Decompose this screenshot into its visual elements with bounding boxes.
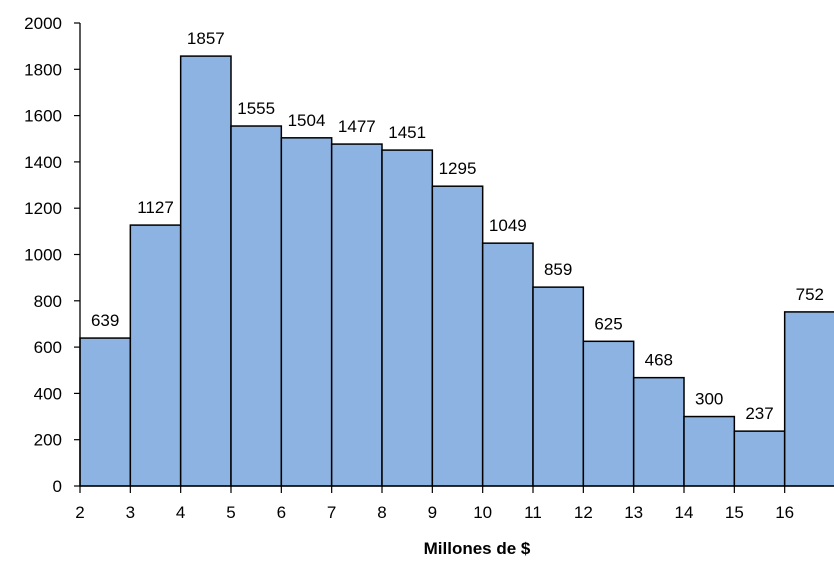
y-tick-label: 1000 (24, 246, 62, 265)
x-axis-title: Millones de $ (424, 539, 531, 558)
x-tick-label: 15 (725, 503, 744, 522)
y-tick-label: 1600 (24, 107, 62, 126)
bar-value-label: 639 (91, 311, 119, 330)
histogram-bar (733, 430, 786, 487)
histogram-bar (632, 376, 685, 487)
bar-value-label: 1504 (288, 111, 326, 130)
histogram-bar (683, 415, 736, 487)
y-tick-label: 1800 (24, 60, 62, 79)
histogram-bar (783, 311, 834, 487)
y-tick-label: 2000 (24, 14, 62, 33)
histogram-bar (582, 340, 635, 487)
x-tick-label: 13 (624, 503, 643, 522)
bar-value-label: 468 (645, 351, 673, 370)
x-tick-label: 11 (524, 503, 542, 522)
histogram-bar (330, 143, 383, 487)
bar-value-label: 300 (695, 390, 723, 409)
y-tick-label: 1400 (24, 153, 62, 172)
histogram-bar (79, 337, 132, 487)
bar-value-label: 1857 (187, 29, 225, 48)
bar-value-label: 625 (594, 314, 622, 333)
bar-value-label: 1555 (237, 99, 275, 118)
histogram-bar (381, 149, 434, 487)
x-tick-label: 8 (377, 503, 386, 522)
histogram-bar (481, 242, 534, 487)
bar-value-label: 237 (745, 404, 773, 423)
x-tick-label: 2 (75, 503, 84, 522)
x-tick-label: 9 (428, 503, 437, 522)
x-tick-label: 5 (226, 503, 235, 522)
histogram-bar (230, 125, 283, 487)
axes-layer: 0 200 400 600 800 1000 1200 1400 1600 1800 2000 2 3 4… (24, 14, 834, 522)
bar-value-label: 1127 (137, 198, 174, 217)
histogram-bar (129, 224, 182, 487)
x-tick-label: 4 (176, 503, 185, 522)
x-tick-label: 12 (574, 503, 593, 522)
bar-value-label: 752 (796, 285, 824, 304)
bar-value-label: 1451 (388, 123, 426, 142)
x-tick-label: 7 (327, 503, 336, 522)
histogram-bar (431, 185, 484, 487)
y-tick-label: 800 (34, 292, 62, 311)
y-tick-label: 600 (34, 338, 62, 357)
y-tick-label: 200 (34, 431, 62, 450)
bar-value-label: 859 (544, 260, 572, 279)
histogram-bar (179, 55, 232, 487)
bar-value-label: 1295 (439, 159, 477, 178)
histogram-bar (280, 137, 333, 487)
x-tick-label: 6 (277, 503, 286, 522)
histogram-bar (532, 286, 585, 487)
y-tick-label: 0 (53, 477, 62, 496)
y-tick-label: 1200 (24, 199, 62, 218)
x-tick-label: 16 (775, 503, 794, 522)
x-tick-label: 10 (473, 503, 492, 522)
data-labels-layer: 639 1127 1857 1555 1504 1477 1451 1295 1049 859 62… (91, 29, 824, 423)
bars-layer (79, 55, 834, 487)
x-tick-label: 3 (126, 503, 135, 522)
x-tick-label: 14 (675, 503, 694, 522)
bar-value-label: 1049 (489, 216, 527, 235)
bar-value-label: 1477 (338, 117, 376, 136)
y-tick-label: 400 (34, 384, 62, 403)
